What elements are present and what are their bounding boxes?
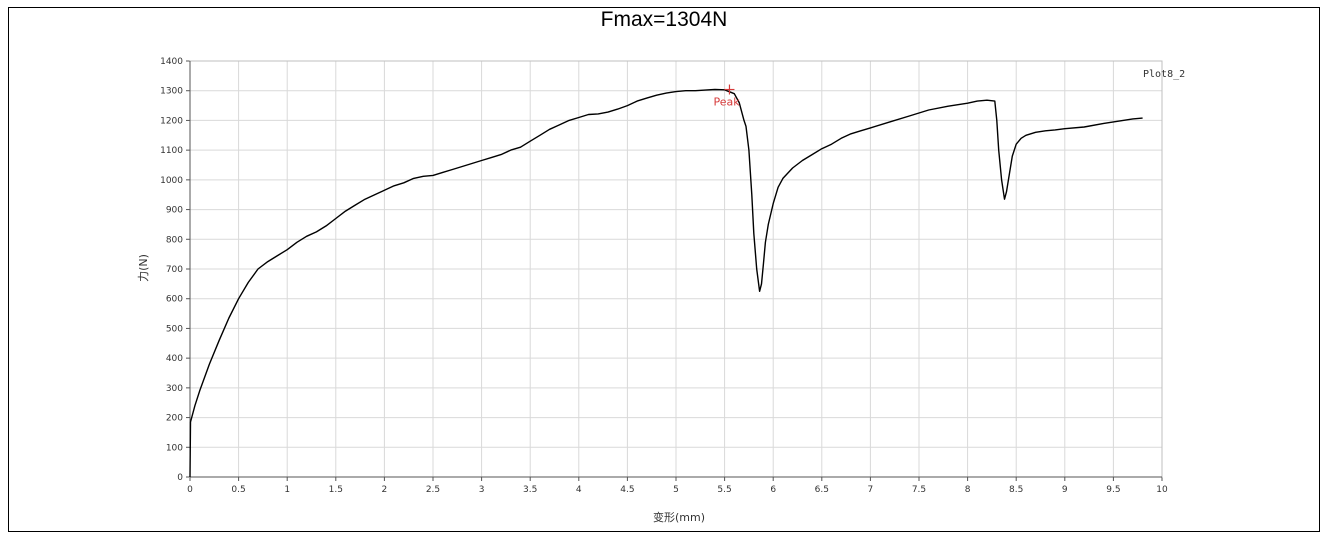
x-tick-label: 1: [284, 485, 290, 495]
x-tick-label: 6: [770, 485, 776, 495]
y-tick-label: 1300: [160, 87, 183, 97]
x-tick-label: 5: [673, 485, 679, 495]
x-tick-label: 3: [479, 485, 485, 495]
y-axis-label: 力(N): [137, 254, 150, 282]
peak-marker: Peak: [713, 84, 740, 109]
y-tick-label: 1200: [160, 116, 183, 126]
x-tick-label: 9.5: [1106, 485, 1120, 495]
chart-title: Fmax=1304N: [600, 8, 728, 31]
x-tick-label: 2.5: [426, 485, 440, 495]
x-tick-label: 0: [187, 485, 193, 495]
y-tick-label: 700: [166, 265, 183, 275]
x-tick-label: 1.5: [329, 485, 343, 495]
y-tick-label: 100: [166, 443, 183, 453]
y-tick-label: 400: [166, 354, 183, 364]
y-tick-label: 0: [177, 473, 183, 483]
x-tick-label: 4: [576, 485, 582, 495]
y-tick-label: 200: [166, 414, 183, 424]
x-tick-label: 8: [965, 485, 971, 495]
plot-name-label: Plot8_2: [1143, 69, 1185, 80]
x-tick-label: 6.5: [815, 485, 829, 495]
force-deformation-line: [189, 88, 1143, 478]
x-tick-label: 0.5: [231, 485, 245, 495]
x-tick-label: 7: [868, 485, 874, 495]
y-tick-label: 900: [166, 206, 183, 216]
peak-label: Peak: [713, 96, 740, 109]
x-tick-label: 5.5: [717, 485, 731, 495]
x-tick-label: 8.5: [1009, 485, 1023, 495]
x-tick-label: 4.5: [620, 485, 634, 495]
x-tick-label: 10: [1156, 485, 1168, 495]
axes: [186, 60, 1163, 481]
x-tick-label: 2: [382, 485, 388, 495]
x-tick-label: 7.5: [912, 485, 926, 495]
y-tick-label: 1100: [160, 146, 183, 156]
grid-lines: [189, 60, 1163, 478]
y-tick-label: 1400: [160, 57, 183, 67]
y-tick-label: 600: [166, 295, 183, 305]
y-tick-label: 500: [166, 324, 183, 334]
x-tick-label: 9: [1062, 485, 1068, 495]
tick-labels: 0 0.5 1 1.5 2 2.5 3 3.5 4 4.5 5 5.5 6 6.5 7 7.5 8 8.5 9 9.5…: [160, 57, 1168, 495]
x-tick-label: 3.5: [523, 485, 537, 495]
y-tick-label: 300: [166, 384, 183, 394]
y-tick-label: 1000: [160, 176, 183, 186]
y-tick-label: 800: [166, 235, 183, 245]
x-axis-label: 变形(mm): [653, 510, 705, 524]
